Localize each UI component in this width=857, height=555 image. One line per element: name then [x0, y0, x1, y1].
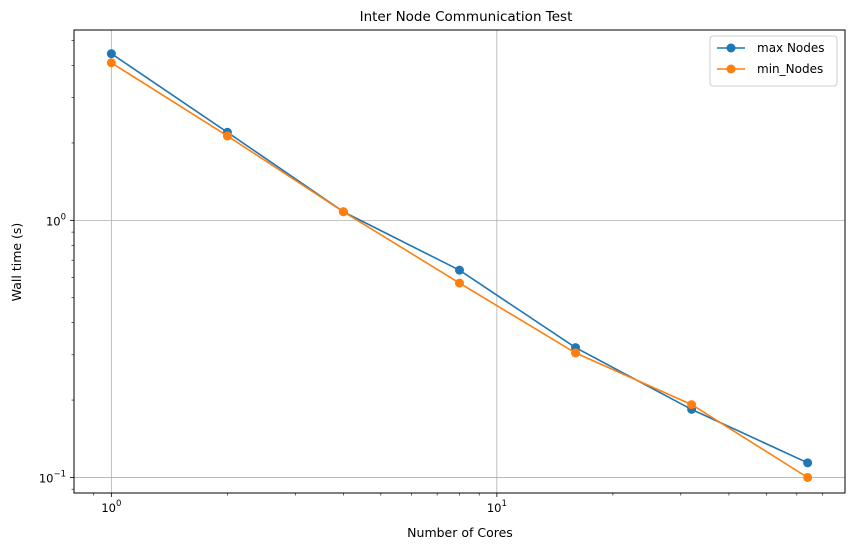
- y-tick-label: 100: [46, 212, 66, 228]
- data-point: [106, 58, 116, 68]
- legend: max Nodes min_Nodes: [709, 35, 838, 87]
- ticks: 100 101 100 10−1: [39, 40, 823, 515]
- y-axis-label: Wall time (s): [9, 223, 24, 302]
- chart-title: Inter Node Communication Test: [360, 9, 573, 25]
- legend-marker: [726, 43, 736, 53]
- series-group: [106, 49, 813, 482]
- data-point: [571, 348, 581, 358]
- legend-label: min_Nodes: [757, 62, 823, 76]
- x-tick-label: 101: [487, 499, 507, 515]
- data-point: [803, 458, 813, 468]
- grid: [74, 30, 845, 493]
- data-point: [338, 207, 348, 217]
- x-axis-label: Number of Cores: [407, 525, 513, 540]
- data-point: [687, 400, 697, 410]
- x-tick-label: 100: [101, 499, 121, 515]
- y-tick-label: 10−1: [39, 469, 66, 485]
- legend-label: max Nodes: [757, 41, 825, 55]
- data-point: [455, 265, 464, 275]
- data-point: [803, 472, 813, 482]
- data-point: [106, 49, 116, 59]
- data-point: [222, 131, 232, 141]
- data-point: [455, 278, 464, 288]
- legend-marker: [726, 64, 736, 74]
